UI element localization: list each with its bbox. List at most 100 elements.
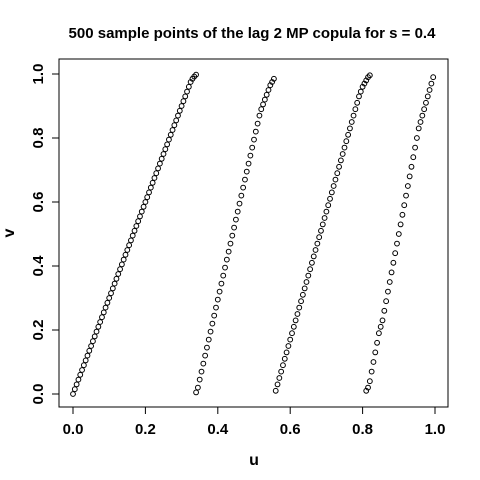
data-point [233,216,239,223]
data-point [314,240,321,247]
data-point [82,357,89,364]
data-point [375,330,382,337]
y-tick-label: 1.0 [30,64,47,85]
data-point [350,112,357,119]
data-point [323,208,330,215]
data-point [316,234,323,241]
data-point [399,211,406,218]
data-point [229,232,236,239]
data-point [312,247,319,253]
data-point [194,384,201,391]
data-point [330,183,337,189]
data-point [410,154,417,161]
data-point [374,339,380,346]
data-point [100,309,107,316]
data-point [260,101,266,108]
data-point [118,261,125,268]
data-point [271,75,277,82]
data-point [272,387,279,394]
data-point [339,151,346,157]
x-tick-label: 0.6 [280,421,301,438]
data-point [265,87,272,93]
data-point [251,136,257,143]
data-point [193,71,199,78]
data-point [108,290,114,297]
data-point [406,173,413,180]
data-point [366,72,373,79]
data-point [370,359,377,365]
data-point [178,103,185,109]
data-point [79,367,85,373]
data-point [415,125,422,132]
data-point [158,155,165,162]
data-point [303,279,310,285]
data-point [414,135,420,141]
data-point [290,323,297,330]
data-point [202,352,209,359]
data-point [385,288,391,295]
data-point [171,122,178,129]
scatter-points [70,71,437,397]
data-point [169,127,176,133]
data-point [381,307,388,314]
data-point [242,176,248,183]
data-point [365,384,371,391]
data-point [193,389,199,396]
data-point [341,144,348,151]
data-point [263,91,270,98]
data-point [102,304,109,311]
data-point [249,144,256,151]
data-point [348,119,355,125]
data-point [310,253,317,260]
data-point [386,279,393,285]
data-point [357,88,364,95]
data-point [379,317,386,324]
y-tick-label: 0.8 [30,128,47,149]
x-tick-label: 1.0 [425,421,446,438]
data-point [80,362,87,369]
data-point [240,184,247,191]
data-point [104,299,111,306]
data-point [175,112,181,119]
data-point [430,74,437,81]
data-point [403,192,409,199]
data-point [135,218,142,225]
data-point [122,251,129,258]
data-point [120,256,127,263]
data-point [185,83,192,90]
x-axis: 0.0 0.2 0.4 0.6 0.8 1.0 [63,407,446,438]
data-point [213,304,219,311]
data-point [75,376,82,383]
data-point [231,224,237,231]
data-point [247,152,254,159]
data-point [211,312,218,319]
data-point [276,375,283,381]
data-point [70,391,76,397]
data-point [209,320,216,327]
data-point [307,266,314,273]
data-point [423,99,429,106]
data-point [258,106,265,113]
data-point [392,250,399,257]
data-point [299,291,306,298]
data-point [343,138,350,145]
data-point [223,256,230,263]
data-point [318,227,324,234]
data-point [426,87,433,93]
data-point [84,352,91,359]
chart-title: 500 sample points of the lag 2 MP copula… [69,25,437,42]
data-point [256,112,263,119]
data-point [328,189,335,196]
data-point [395,231,402,237]
data-point [160,151,167,157]
data-point [204,344,210,351]
data-point [412,144,418,151]
data-point [285,343,292,349]
data-point [421,106,428,113]
data-point [408,163,415,170]
data-point [198,368,205,375]
data-point [140,203,147,210]
x-axis-label: u [249,452,259,469]
data-point [368,368,375,375]
y-axis-label: v [1,228,18,237]
